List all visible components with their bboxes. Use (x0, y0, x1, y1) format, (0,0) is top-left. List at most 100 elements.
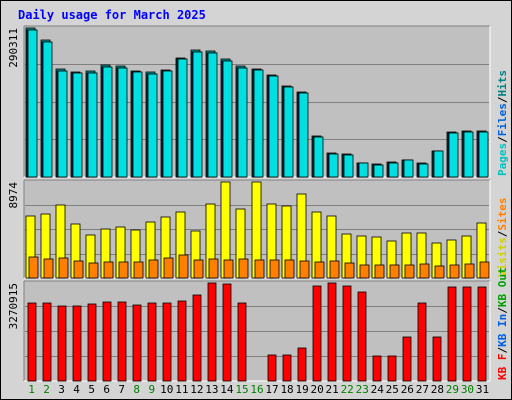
bar-sites-day-20 (314, 261, 325, 279)
bar-pages-day-19 (298, 92, 309, 178)
bar-pages-day-26 (403, 159, 414, 178)
bar-sites-day-12 (193, 259, 204, 279)
legend-entry: KB F (496, 354, 509, 381)
x-tick-label: 5 (88, 383, 95, 396)
bar-pages-day-10 (162, 70, 173, 178)
bar-sites-day-10 (163, 257, 174, 279)
bar-kb-f-day-5 (87, 303, 97, 382)
legend-entry: Visits (496, 237, 509, 277)
x-tick-label: 26 (401, 383, 414, 396)
bar-sites-day-19 (299, 260, 310, 279)
bar-sites-day-14 (223, 259, 234, 279)
bar-kb-f-day-3 (57, 305, 67, 382)
legend-entry: Sites (496, 198, 509, 231)
bar-kb-f-day-10 (162, 302, 172, 382)
bar-pages-day-25 (388, 162, 399, 178)
bar-kb-f-day-26 (402, 336, 412, 382)
bar-kb-f-day-8 (132, 304, 142, 382)
legend: Visits/Sites (496, 198, 509, 278)
bar-pages-day-18 (283, 86, 294, 178)
bar-pages-day-4 (72, 72, 83, 178)
x-tick-label: 27 (416, 383, 429, 396)
legend-entry: Files (496, 103, 509, 136)
bar-kb-f-day-20 (312, 285, 322, 382)
x-tick-label: 28 (431, 383, 444, 396)
x-tick-label: 18 (280, 383, 293, 396)
bar-sites-day-4 (73, 260, 84, 279)
bar-pages-day-5 (87, 72, 98, 178)
x-tick-label: 21 (326, 383, 339, 396)
bar-sites-day-7 (118, 261, 129, 279)
bar-sites-day-22 (344, 262, 355, 279)
x-tick-label: 8 (133, 383, 140, 396)
bar-pages-day-27 (418, 163, 429, 178)
legend-entry: Pages (496, 143, 509, 176)
bar-sites-day-26 (404, 264, 415, 279)
bar-pages-day-21 (328, 153, 339, 178)
legend-entry: / (496, 136, 509, 143)
legend-entry: / (496, 230, 509, 237)
x-tick-label: 17 (265, 383, 278, 396)
y-max-label: 8974 (7, 182, 20, 209)
bar-kb-f-day-2 (42, 302, 52, 382)
bar-pages-day-20 (313, 136, 324, 178)
x-tick-label: 12 (190, 383, 203, 396)
bar-kb-f-day-7 (117, 301, 127, 382)
x-tick-label: 13 (205, 383, 218, 396)
legend: KB F/KB In/KB Out (496, 267, 509, 380)
x-tick-label: 22 (341, 383, 354, 396)
bar-sites-day-1 (28, 256, 39, 279)
bar-sites-day-24 (374, 264, 385, 279)
bar-pages-day-28 (433, 150, 444, 178)
bar-kb-f-day-24 (372, 355, 382, 382)
bar-kb-f-day-29 (447, 286, 457, 382)
bar-kb-f-day-9 (147, 302, 157, 382)
bar-kb-f-day-11 (177, 300, 187, 382)
bar-pages-day-12 (192, 51, 203, 178)
bar-pages-day-22 (343, 154, 354, 178)
x-tick-label: 29 (446, 383, 459, 396)
bar-sites-day-18 (284, 259, 295, 279)
x-tick-label: 20 (311, 383, 324, 396)
bar-sites-day-9 (148, 259, 159, 279)
bar-pages-day-24 (373, 164, 384, 178)
bar-pages-day-9 (147, 73, 158, 178)
legend-entry: Hits (496, 70, 509, 97)
bar-sites-day-15 (238, 258, 249, 279)
bar-pages-day-11 (177, 58, 188, 178)
bar-sites-day-16 (254, 259, 265, 279)
bar-pages-day-3 (57, 70, 68, 178)
bar-pages-day-14 (222, 60, 233, 178)
x-tick-label: 11 (175, 383, 188, 396)
x-tick-label: 3 (58, 383, 65, 396)
bar-sites-day-13 (208, 258, 219, 279)
bar-pages-day-8 (132, 71, 143, 178)
bar-kb-f-day-21 (327, 282, 337, 382)
bar-pages-day-1 (27, 29, 38, 178)
legend-entry: KB Out (496, 267, 509, 307)
x-tick-label: 2 (43, 383, 50, 396)
bar-kb-f-day-23 (357, 291, 367, 382)
bar-kb-f-day-15 (237, 302, 247, 382)
bar-kb-f-day-1 (27, 302, 37, 382)
bar-pages-day-2 (42, 41, 53, 178)
bar-pages-day-16 (253, 69, 264, 178)
bar-sites-day-6 (103, 261, 114, 279)
bar-kb-f-day-6 (102, 301, 112, 382)
x-tick-label: 4 (73, 383, 80, 396)
x-tick-label: 1 (28, 383, 35, 396)
bar-sites-day-8 (133, 261, 144, 279)
x-tick-label: 23 (356, 383, 369, 396)
bar-sites-day-29 (449, 264, 460, 279)
bar-kb-f-day-30 (462, 286, 472, 382)
bar-kb-f-day-28 (432, 336, 442, 382)
x-tick-label: 16 (250, 383, 263, 396)
legend: Pages/Files/Hits (496, 70, 509, 176)
bar-sites-day-31 (479, 261, 490, 279)
x-tick-label: 30 (461, 383, 474, 396)
y-max-label: 3270915 (7, 283, 20, 329)
legend-entry: / (496, 96, 509, 103)
bar-pages-day-31 (478, 131, 489, 178)
bar-sites-day-28 (434, 265, 445, 279)
